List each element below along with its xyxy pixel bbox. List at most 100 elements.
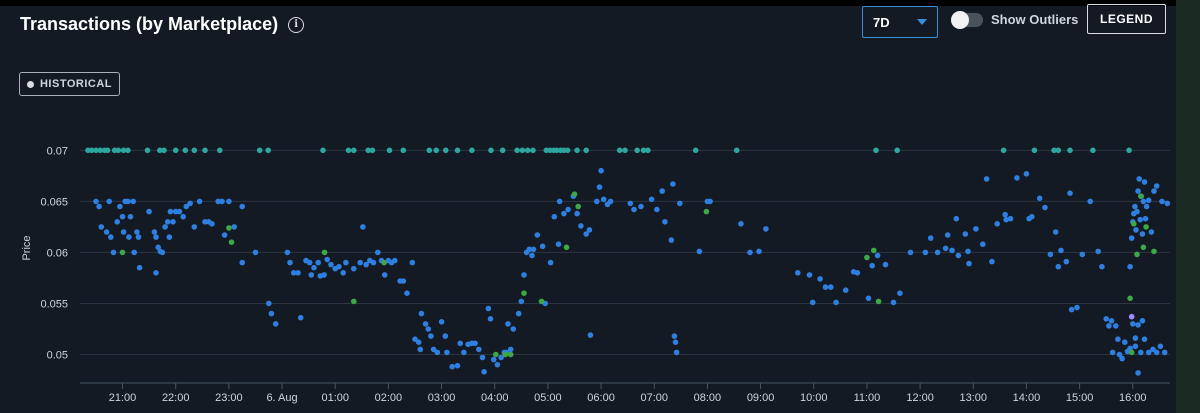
data-point[interactable] (596, 184, 603, 190)
data-point[interactable] (654, 206, 660, 213)
data-point[interactable] (565, 206, 571, 213)
data-point[interactable] (806, 272, 813, 278)
data-point[interactable] (110, 249, 117, 256)
data-point[interactable] (306, 259, 313, 266)
data-point[interactable] (449, 363, 456, 370)
data-point[interactable] (457, 340, 464, 347)
data-point[interactable] (555, 241, 562, 247)
data-point[interactable] (1145, 197, 1152, 204)
data-point[interactable] (1113, 323, 1119, 329)
data-point[interactable] (1127, 263, 1133, 270)
data-point[interactable] (530, 147, 536, 154)
data-point[interactable] (404, 290, 410, 297)
data-point[interactable] (1137, 216, 1143, 223)
data-point[interactable] (1153, 349, 1160, 356)
data-point[interactable] (151, 229, 158, 235)
data-point[interactable] (668, 237, 675, 243)
data-point[interactable] (994, 221, 1000, 227)
data-point[interactable] (571, 191, 578, 197)
data-point[interactable] (529, 252, 535, 259)
data-point[interactable] (1119, 355, 1125, 362)
data-point[interactable] (472, 340, 478, 347)
data-point[interactable] (239, 259, 245, 266)
data-point[interactable] (119, 249, 126, 256)
data-point[interactable] (707, 198, 713, 205)
data-point[interactable] (505, 321, 511, 327)
data-point[interactable] (670, 181, 676, 187)
data-point[interactable] (488, 147, 494, 154)
data-point[interactable] (1055, 263, 1062, 270)
data-point[interactable] (328, 261, 334, 268)
data-point[interactable] (119, 213, 126, 220)
data-point[interactable] (115, 147, 122, 154)
data-point[interactable] (162, 224, 168, 230)
data-point[interactable] (88, 147, 95, 154)
data-point[interactable] (1099, 263, 1105, 270)
data-point[interactable] (1109, 349, 1116, 356)
data-point[interactable] (1003, 216, 1009, 223)
data-point[interactable] (1127, 295, 1133, 302)
data-point[interactable] (631, 206, 637, 213)
data-point[interactable] (360, 224, 366, 230)
data-point[interactable] (311, 264, 317, 271)
data-point[interactable] (696, 248, 703, 255)
data-point[interactable] (369, 147, 376, 154)
data-point[interactable] (428, 333, 434, 339)
data-point[interactable] (1000, 147, 1007, 154)
data-point[interactable] (817, 276, 823, 282)
data-point[interactable] (1067, 190, 1073, 196)
data-point[interactable] (469, 147, 475, 154)
data-point[interactable] (438, 319, 445, 325)
data-point[interactable] (161, 147, 167, 154)
data-point[interactable] (308, 272, 315, 278)
data-point[interactable] (922, 249, 929, 256)
data-point[interactable] (409, 259, 416, 266)
data-point[interactable] (547, 259, 554, 266)
info-icon[interactable]: i (288, 16, 305, 33)
data-point[interactable] (897, 290, 903, 297)
data-point[interactable] (96, 203, 102, 210)
data-point[interactable] (1122, 339, 1128, 346)
data-point[interactable] (1115, 336, 1121, 343)
data-point[interactable] (828, 284, 834, 290)
data-point[interactable] (476, 346, 482, 353)
data-point[interactable] (340, 270, 347, 276)
data-point[interactable] (183, 203, 190, 210)
data-point[interactable] (321, 249, 328, 256)
data-point[interactable] (1087, 198, 1093, 205)
data-point[interactable] (417, 346, 424, 353)
data-point[interactable] (640, 147, 647, 154)
data-point[interactable] (370, 259, 377, 266)
data-point[interactable] (1161, 349, 1168, 356)
data-point[interactable] (890, 299, 897, 306)
data-point[interactable] (521, 290, 527, 297)
data-point[interactable] (256, 147, 263, 154)
data-point[interactable] (1141, 179, 1148, 185)
data-point[interactable] (518, 298, 525, 305)
data-point[interactable] (1153, 183, 1160, 189)
data-point[interactable] (454, 362, 461, 369)
data-point[interactable] (1108, 318, 1115, 324)
data-point[interactable] (733, 147, 740, 154)
data-point[interactable] (1052, 229, 1059, 235)
data-point[interactable] (607, 198, 614, 205)
data-point[interactable] (386, 147, 393, 154)
data-point[interactable] (1042, 204, 1048, 211)
data-point[interactable] (1023, 171, 1030, 177)
data-point[interactable] (412, 336, 418, 343)
data-point[interactable] (144, 147, 151, 154)
data-point[interactable] (433, 147, 440, 154)
data-point[interactable] (1138, 349, 1144, 356)
data-point[interactable] (1138, 193, 1144, 199)
data-point[interactable] (336, 263, 342, 270)
data-point[interactable] (321, 272, 327, 278)
data-point[interactable] (493, 351, 499, 358)
data-point[interactable] (648, 196, 655, 203)
data-point[interactable] (159, 249, 166, 256)
data-point[interactable] (703, 208, 710, 215)
data-point[interactable] (187, 200, 193, 207)
data-point[interactable] (287, 259, 293, 266)
data-point[interactable] (499, 147, 506, 154)
data-point[interactable] (583, 147, 589, 154)
data-point[interactable] (842, 287, 849, 294)
